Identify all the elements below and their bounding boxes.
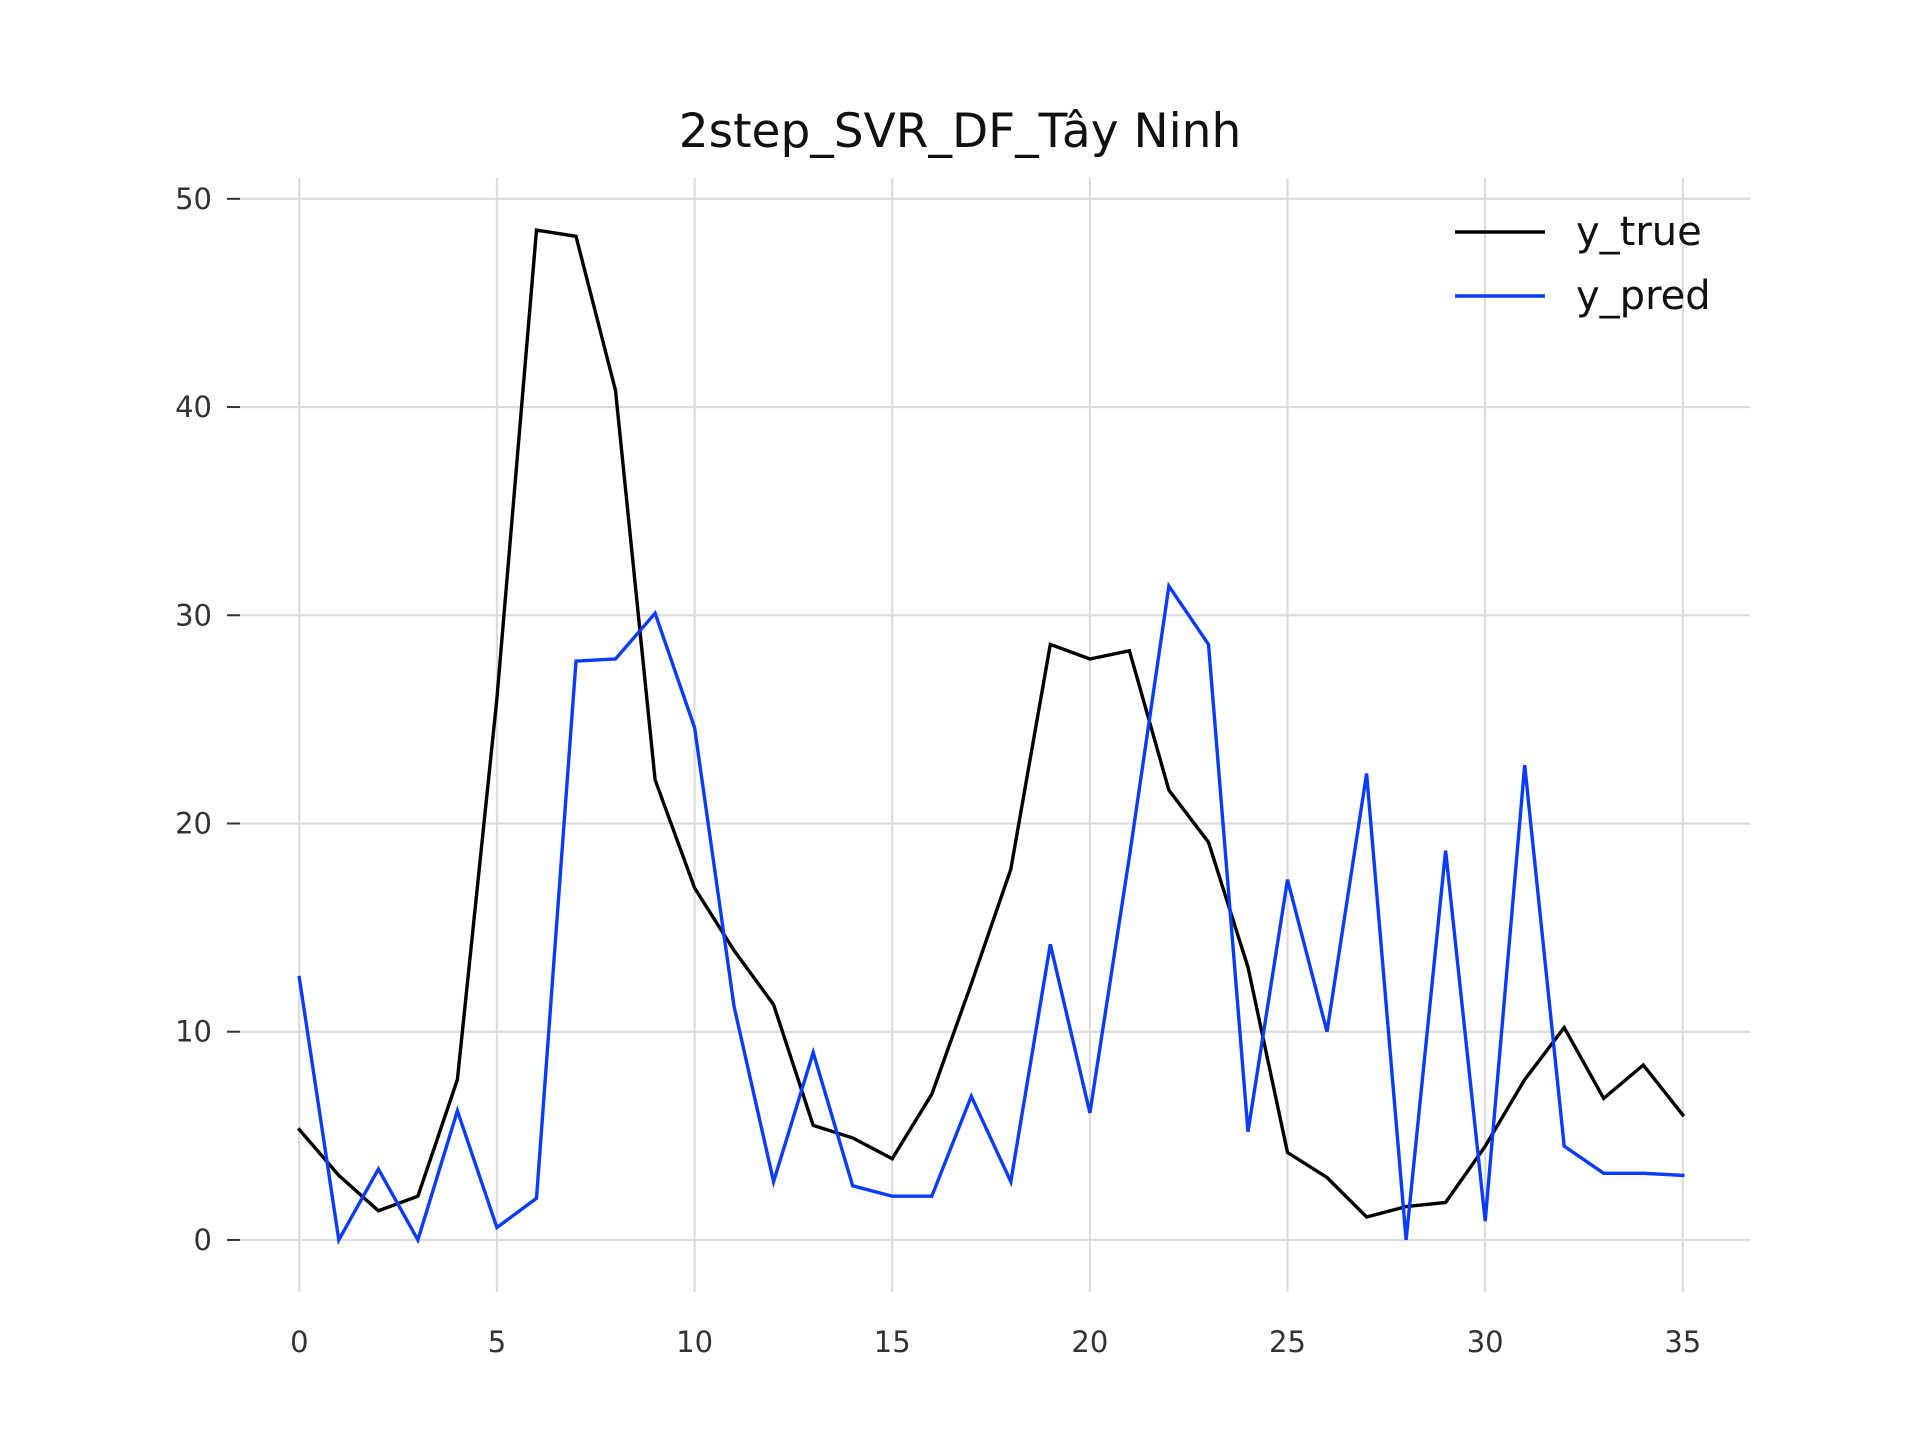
x-tick-label: 30	[1467, 1325, 1504, 1359]
y-tick-label: 20	[175, 806, 212, 840]
y-tick-label: 30	[175, 598, 212, 632]
x-tick-label: 25	[1269, 1325, 1306, 1359]
series-line-y-true	[296, 228, 1686, 1219]
x-tick-label: 20	[1071, 1325, 1108, 1359]
series-layer	[296, 228, 1686, 1246]
y-tick-label: 10	[175, 1015, 212, 1049]
y-tick-label: 40	[175, 390, 212, 424]
chart-title: 2step_SVR_DF_Tây Ninh	[679, 104, 1242, 159]
y-tick-label: 0	[194, 1223, 212, 1257]
legend-label-y-pred: y_pred	[1576, 273, 1711, 319]
x-tick-label: 15	[874, 1325, 911, 1359]
x-tick-label: 10	[676, 1325, 713, 1359]
axes: 0 10 20 30 40 50 0 5 10 15 20 25 30 35	[175, 182, 1701, 1359]
legend: y_true y_pred	[1455, 209, 1711, 319]
y-tick-label: 50	[175, 182, 212, 216]
series-line-y-pred	[297, 581, 1685, 1246]
x-tick-label: 0	[290, 1325, 308, 1359]
x-tick-label: 35	[1664, 1325, 1701, 1359]
x-tick-label: 5	[488, 1325, 506, 1359]
legend-label-y-true: y_true	[1576, 209, 1702, 255]
